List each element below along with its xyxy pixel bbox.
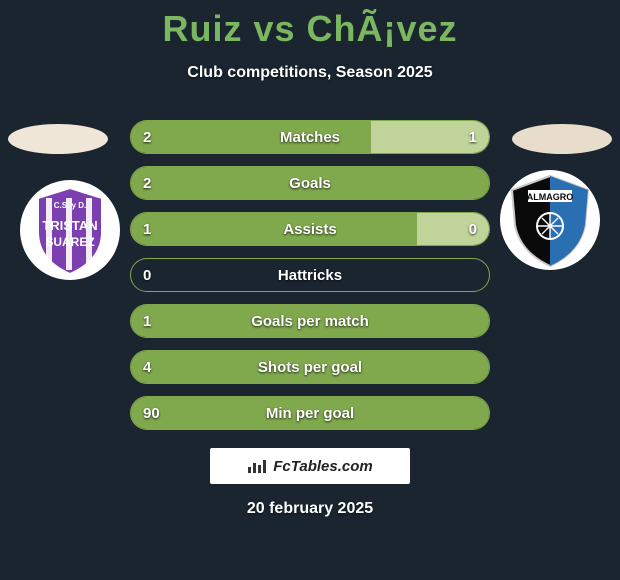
shield-icon: C.S. y D. TRISTAN SUAREZ — [20, 180, 120, 280]
svg-text:ALMAGRO: ALMAGRO — [527, 192, 574, 202]
svg-text:TRISTAN: TRISTAN — [42, 218, 97, 233]
stat-label: Goals — [131, 167, 489, 199]
player-left-head — [8, 124, 108, 154]
svg-text:SUAREZ: SUAREZ — [45, 235, 94, 249]
stat-row: Hattricks0 — [130, 258, 490, 292]
stat-value-left: 0 — [143, 259, 151, 291]
stat-row: Matches2 1 — [130, 120, 490, 154]
brand-badge: FcTables.com — [210, 448, 410, 484]
subtitle: Club competitions, Season 2025 — [0, 64, 620, 82]
team-crest-left: C.S. y D. TRISTAN SUAREZ — [20, 180, 120, 280]
stat-label: Goals per match — [131, 305, 489, 337]
svg-text:C.S. y D.: C.S. y D. — [54, 201, 86, 210]
team-crest-right: ALMAGRO — [500, 170, 600, 270]
stat-value-right: 0 — [469, 213, 477, 245]
player-right-head — [512, 124, 612, 154]
stat-row: Assists1 0 — [130, 212, 490, 246]
stat-value-left: 90 — [143, 397, 160, 429]
stat-row: Shots per goal4 — [130, 350, 490, 384]
stat-label: Assists — [131, 213, 489, 245]
date-text: 20 february 2025 — [0, 500, 620, 518]
stat-value-left: 1 — [143, 213, 151, 245]
stat-label: Hattricks — [131, 259, 489, 291]
stat-label: Shots per goal — [131, 351, 489, 383]
stat-label: Min per goal — [131, 397, 489, 429]
stat-value-right: 1 — [469, 121, 477, 153]
chart-icon — [247, 458, 267, 474]
stat-value-left: 2 — [143, 167, 151, 199]
shield-icon: ALMAGRO — [500, 170, 600, 270]
stats-panel: Matches21Goals2Assists10Hattricks0Goals … — [130, 120, 490, 442]
stat-row: Goals per match1 — [130, 304, 490, 338]
stat-label: Matches — [131, 121, 489, 153]
stat-value-left: 1 — [143, 305, 151, 337]
page-title: Ruiz vs ChÃ¡vez — [0, 0, 620, 50]
stat-row: Min per goal90 — [130, 396, 490, 430]
stat-row: Goals2 — [130, 166, 490, 200]
stat-value-left: 2 — [143, 121, 151, 153]
stat-value-left: 4 — [143, 351, 151, 383]
brand-text: FcTables.com — [273, 458, 372, 475]
